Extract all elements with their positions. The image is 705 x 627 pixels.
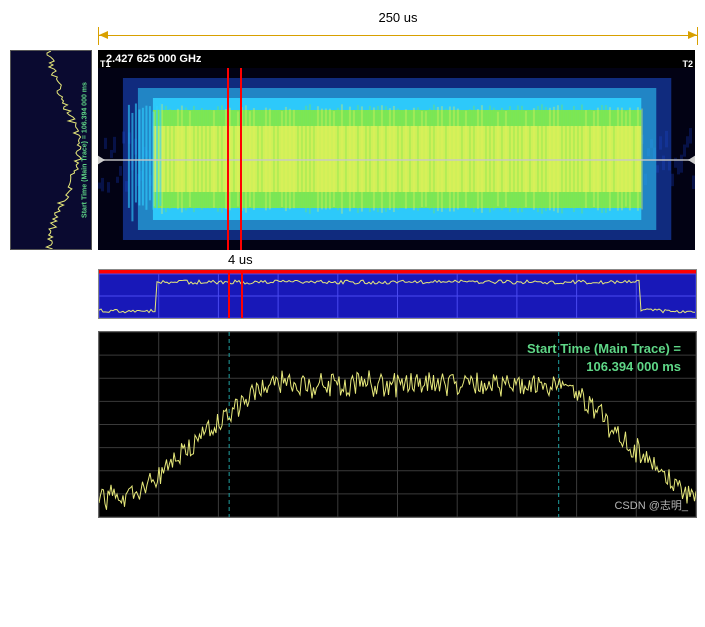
figure-container: 250 us Start Time (Main Trace) = 106.394… <box>10 10 695 518</box>
side-trace-panel: Start Time (Main Trace) = 106.394 000 ms <box>10 50 92 250</box>
spectrogram-red-box <box>227 68 243 250</box>
main-trace-panel: Start Time (Main Trace) = 106.394 000 ms… <box>98 331 697 518</box>
dimension-line-top <box>98 27 698 45</box>
freq-label: 2.427 625 000 GHz <box>106 53 201 65</box>
small-trace-svg <box>99 270 696 318</box>
spectrogram-main: 2.427 625 000 GHz T1 T2 <box>98 50 695 250</box>
mid-time-label: 4 us <box>228 252 695 267</box>
watermark: CSDN @志明_ <box>614 497 688 513</box>
spectrogram-header: 2.427 625 000 GHz T1 T2 <box>98 50 695 68</box>
top-time-annotation: 250 us <box>98 10 698 50</box>
center-marker <box>98 159 695 161</box>
spectrogram-canvas <box>98 68 695 250</box>
spectrogram-row: Start Time (Main Trace) = 106.394 000 ms… <box>10 50 695 250</box>
mid-section: 4 us <box>98 252 695 319</box>
small-trace-red-box <box>228 269 244 319</box>
main-trace-overlay: Start Time (Main Trace) = 106.394 000 ms <box>527 340 681 376</box>
overlay-line2: 106.394 000 ms <box>527 358 681 376</box>
small-trace-panel <box>98 269 697 319</box>
side-label: Start Time (Main Trace) = 106.394 000 ms <box>81 82 88 218</box>
top-time-label: 250 us <box>98 10 698 25</box>
overlay-line1: Start Time (Main Trace) = <box>527 340 681 358</box>
side-trace-svg <box>11 51 91 249</box>
